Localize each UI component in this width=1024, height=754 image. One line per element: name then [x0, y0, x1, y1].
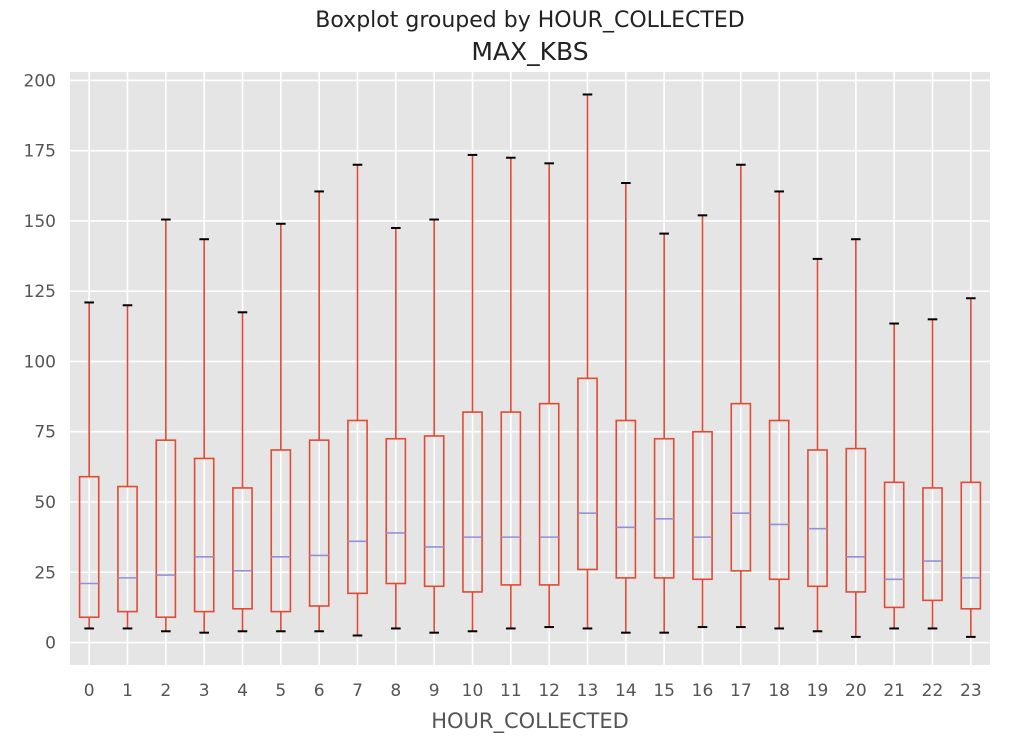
box-group: [653, 232, 675, 634]
x-tick-label: 21: [883, 681, 905, 701]
box-group: [922, 318, 943, 630]
box: [577, 377, 598, 571]
box: [500, 411, 522, 586]
x-tick-label: 1: [122, 681, 133, 701]
x-tick-label: 14: [615, 681, 637, 701]
box: [347, 419, 368, 595]
x-tick-label: 17: [730, 681, 752, 701]
box-group: [155, 218, 177, 633]
box: [193, 457, 215, 613]
y-tick-label: 25: [34, 563, 56, 583]
y-tick-label: 100: [24, 352, 56, 372]
chart-suptitle: Boxplot grouped by HOUR_COLLECTED: [315, 8, 744, 33]
box: [117, 485, 138, 613]
box-group: [117, 304, 138, 630]
box-group: [385, 226, 407, 630]
box: [653, 437, 675, 579]
box-group: [500, 156, 522, 630]
box-group: [462, 153, 483, 633]
box-group: [270, 222, 292, 633]
plot-background: [70, 72, 990, 665]
box-group: [232, 311, 253, 633]
box: [960, 481, 982, 610]
box: [730, 402, 752, 572]
box-group: [347, 163, 368, 637]
box-group: [577, 93, 598, 630]
box-group: [730, 163, 752, 629]
box: [692, 430, 713, 581]
box-group: [193, 238, 215, 634]
box: [462, 411, 483, 593]
x-tick-label: 9: [429, 681, 440, 701]
x-tick-label: 0: [84, 681, 95, 701]
box-group: [845, 238, 867, 638]
box-group: [78, 301, 100, 630]
x-tick-label: 22: [922, 681, 944, 701]
box: [270, 449, 292, 613]
box-group: [423, 218, 445, 634]
box-group: [807, 257, 828, 633]
box: [845, 447, 867, 593]
box-group: [538, 162, 560, 629]
box-group: [883, 322, 905, 630]
x-axis-label: HOUR_COLLECTED: [431, 709, 629, 734]
x-tick-label: 2: [160, 681, 171, 701]
x-tick-label: 13: [577, 681, 599, 701]
x-tick-label: 3: [199, 681, 210, 701]
x-tick-label: 8: [390, 681, 401, 701]
x-tick-label: 19: [807, 681, 829, 701]
box: [155, 439, 177, 619]
box: [78, 475, 100, 619]
y-tick-label: 50: [34, 493, 56, 513]
box: [538, 402, 560, 586]
x-tick-label: 23: [960, 681, 982, 701]
y-tick-label: 125: [24, 282, 56, 302]
box-group: [960, 297, 982, 638]
box: [768, 419, 790, 581]
box: [883, 481, 905, 609]
y-tick-label: 0: [45, 634, 56, 654]
y-tick-label: 175: [24, 142, 56, 162]
box: [308, 439, 330, 607]
x-tick-label: 12: [538, 681, 560, 701]
box: [615, 419, 637, 579]
x-tick-label: 16: [692, 681, 714, 701]
y-tick-label: 75: [34, 423, 56, 443]
x-tick-label: 5: [275, 681, 286, 701]
box: [423, 435, 445, 588]
x-tick-label: 10: [462, 681, 484, 701]
x-tick-label: 7: [352, 681, 363, 701]
box-group: [308, 190, 330, 633]
box-group: [615, 182, 637, 634]
x-tick-label: 20: [845, 681, 867, 701]
x-tick-label: 11: [500, 681, 522, 701]
x-tick-label: 15: [653, 681, 675, 701]
box: [232, 487, 253, 610]
box-group: [692, 214, 713, 629]
x-tick-label: 6: [314, 681, 325, 701]
x-tick-label: 4: [237, 681, 248, 701]
box: [922, 487, 943, 602]
box: [807, 449, 828, 588]
chart-title: MAX_KBS: [471, 37, 588, 66]
y-tick-label: 150: [24, 212, 56, 232]
box-group: [768, 190, 790, 630]
x-tick-label: 18: [768, 681, 790, 701]
y-tick-label: 200: [24, 71, 56, 91]
box: [385, 437, 407, 585]
